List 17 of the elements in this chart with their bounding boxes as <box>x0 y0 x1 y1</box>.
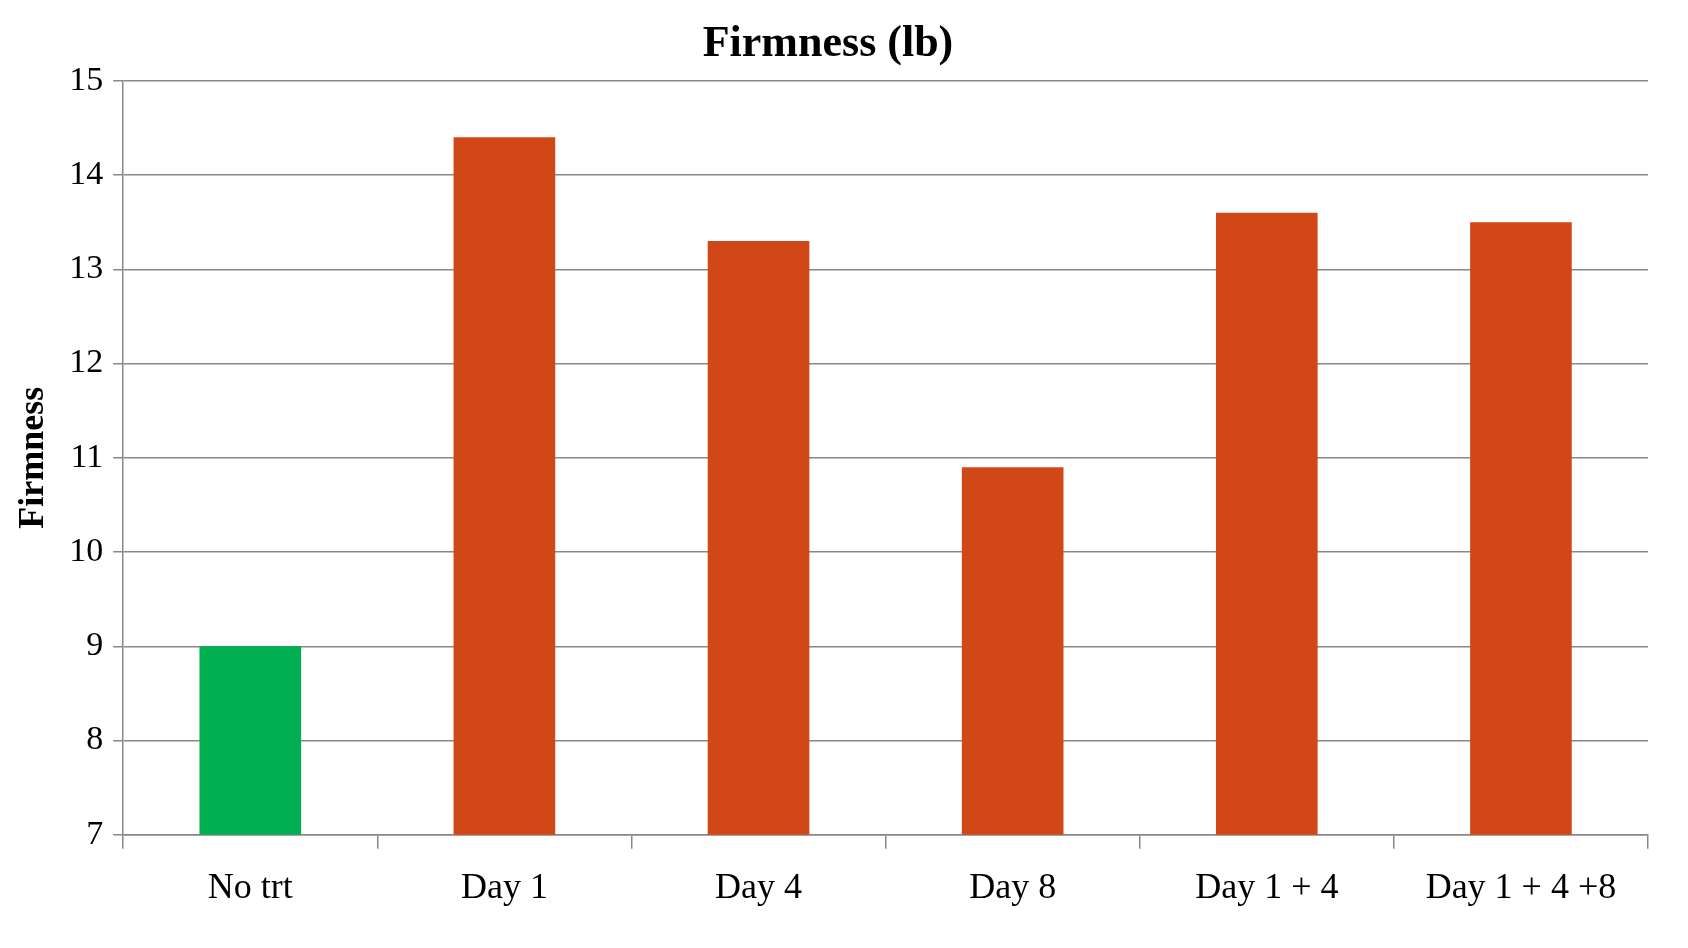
y-tick-label: 14 <box>69 153 104 191</box>
y-tick-label: 15 <box>69 59 104 97</box>
x-tick-label: Day 8 <box>969 865 1057 906</box>
x-tick-label: No trt <box>207 865 293 906</box>
x-tick-label: Day 1 + 4 <box>1195 865 1339 906</box>
y-tick-label: 13 <box>69 248 104 286</box>
chart-title: Firmness (lb) <box>702 16 954 66</box>
x-tick-label: Day 1 + 4 +8 <box>1425 865 1617 906</box>
x-tick-label: Day 1 <box>460 865 548 906</box>
y-tick-label: 12 <box>69 342 104 380</box>
y-tick-label: 11 <box>70 436 104 474</box>
y-tick-label: 9 <box>86 625 104 663</box>
y-tick-label: 7 <box>86 813 104 851</box>
y-axis-title: Firmness <box>10 386 51 529</box>
y-tick-label: 10 <box>69 530 104 568</box>
x-tick-label: Day 4 <box>715 865 803 906</box>
y-tick-label: 8 <box>86 719 104 757</box>
